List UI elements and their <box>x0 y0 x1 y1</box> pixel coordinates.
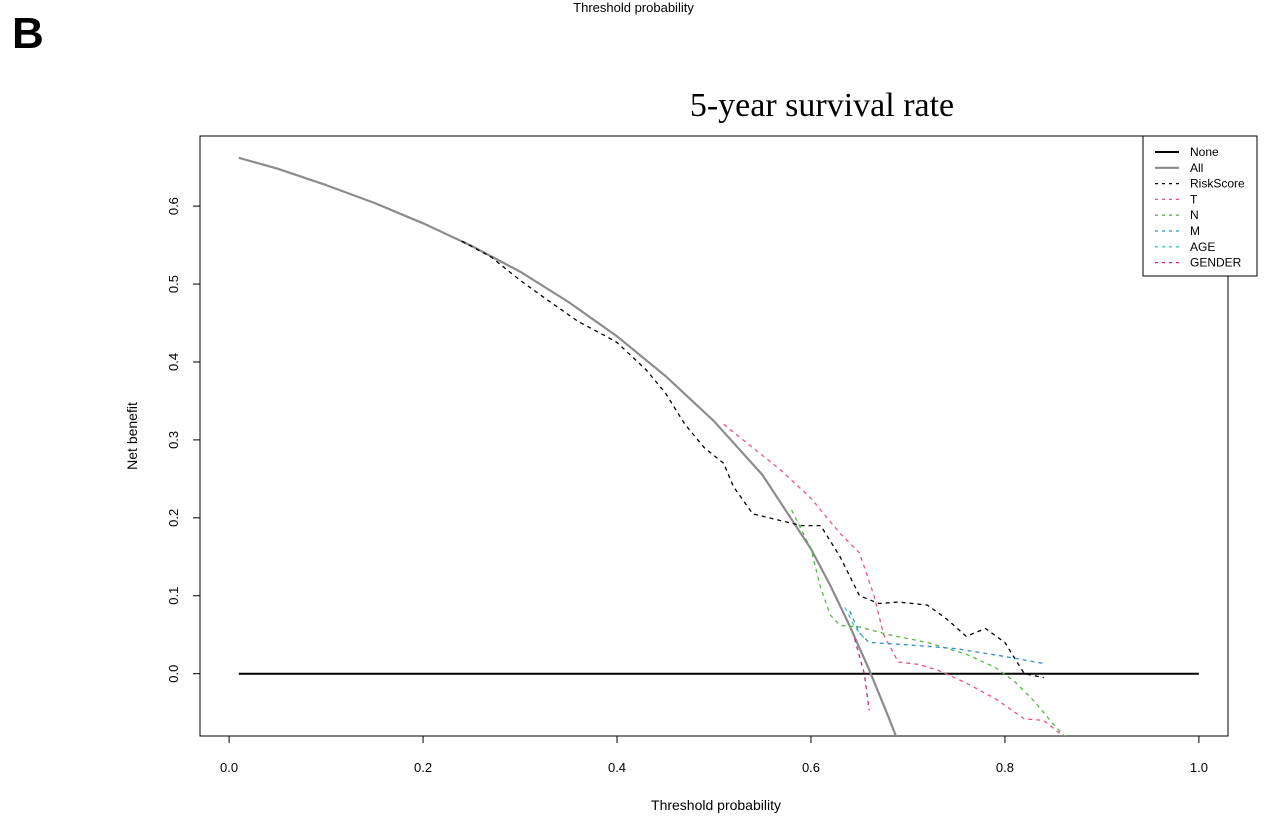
x-axis: 0.0 0.2 0.4 0.6 0.8 1.0 <box>220 735 1208 775</box>
top-axis-label: Threshold probability <box>573 0 694 15</box>
y-tick-label: 0.0 <box>166 665 181 683</box>
y-tick-label: 0.4 <box>166 353 181 371</box>
x-tick-label: 0.4 <box>608 760 626 775</box>
series-line-t <box>723 423 1064 736</box>
legend-label: N <box>1190 208 1199 222</box>
legend-label: T <box>1190 192 1198 206</box>
legend-label: All <box>1190 161 1203 175</box>
x-axis-title: Threshold probability <box>651 797 781 813</box>
y-tick-label: 0.2 <box>166 509 181 527</box>
x-tick-label: 0.2 <box>414 760 432 775</box>
x-tick-label: 0.8 <box>996 760 1014 775</box>
series-layer <box>238 156 1199 736</box>
plot-frame <box>199 135 1229 737</box>
panel-letter: B <box>12 9 44 58</box>
legend-box <box>1142 135 1258 277</box>
legend-label: AGE <box>1190 240 1215 254</box>
y-axis-title: Net benefit <box>124 402 140 470</box>
chart-title: 5-year survival rate <box>690 87 954 124</box>
y-axis: 0.0 0.1 0.2 0.3 0.4 0.5 0.6 <box>166 197 201 683</box>
x-tick-label: 1.0 <box>1190 760 1208 775</box>
legend-label: GENDER <box>1190 256 1242 270</box>
x-tick-label: 0.0 <box>220 760 238 775</box>
y-tick-label: 0.3 <box>166 431 181 449</box>
y-tick-label: 0.6 <box>166 197 181 215</box>
legend-label: RiskScore <box>1190 177 1245 191</box>
x-tick-label: 0.6 <box>802 760 820 775</box>
series-line-n <box>791 509 1066 736</box>
series-line-riskscore <box>461 240 1044 679</box>
legend-label: None <box>1190 145 1219 159</box>
series-line-all <box>238 156 898 736</box>
y-tick-label: 0.1 <box>166 587 181 605</box>
legend-label: M <box>1190 224 1200 238</box>
y-tick-label: 0.5 <box>166 275 181 293</box>
